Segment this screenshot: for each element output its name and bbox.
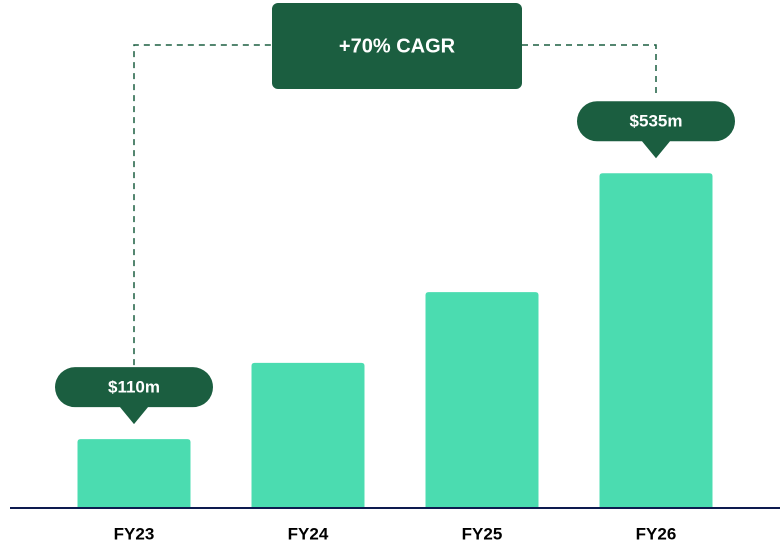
bar bbox=[77, 439, 191, 508]
value-label-bubble bbox=[577, 101, 735, 159]
value-label-bubble bbox=[55, 367, 214, 425]
value-label: $110m bbox=[108, 378, 160, 397]
annotation-box bbox=[272, 3, 522, 89]
x-tick-label: FY24 bbox=[288, 524, 329, 543]
x-tick-label: FY23 bbox=[114, 524, 155, 543]
bar bbox=[425, 292, 539, 508]
x-tick-label: FY26 bbox=[636, 524, 677, 543]
bar bbox=[599, 173, 713, 508]
annotation: +70% CAGR bbox=[339, 35, 456, 57]
value-label: $535m bbox=[630, 112, 683, 131]
x-tick-label: FY25 bbox=[462, 524, 503, 543]
connector bbox=[133, 44, 657, 366]
bar bbox=[251, 362, 365, 508]
